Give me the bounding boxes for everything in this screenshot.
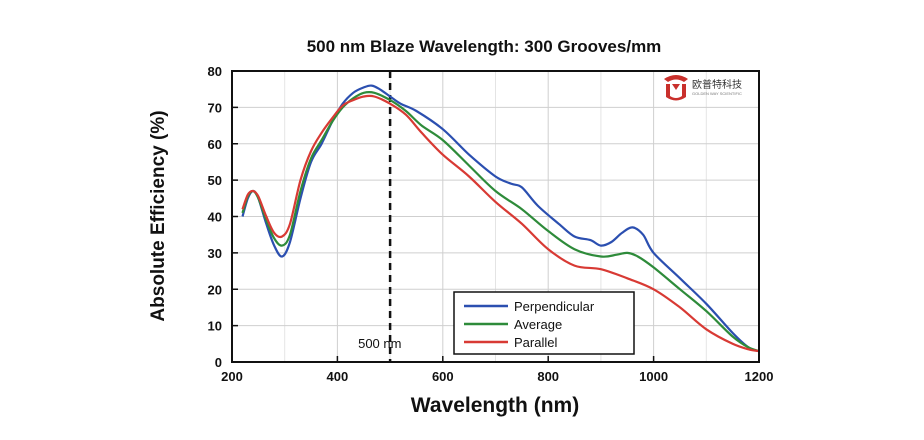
y-axis-title: Absolute Efficiency (%): [148, 110, 169, 321]
y-tick-label: 0: [215, 355, 222, 370]
x-tick-label: 1000: [639, 369, 668, 384]
x-tick-label: 800: [537, 369, 559, 384]
y-tick-label: 40: [208, 210, 222, 225]
legend-label-parallel: Parallel: [514, 335, 557, 350]
logo-text-cn: 欧普特科技: [692, 78, 742, 91]
logo-mark-icon: [664, 75, 688, 101]
legend-label-perpendicular: Perpendicular: [514, 299, 595, 314]
series-line-perpendicular: [241, 84, 760, 353]
y-tick-label: 20: [208, 282, 222, 297]
legend-label-average: Average: [514, 317, 562, 332]
logo-text-en: GOLDEN WAY SCIENTIFIC: [692, 91, 742, 96]
y-tick-label: 50: [208, 173, 222, 188]
x-tick-label: 1200: [745, 369, 774, 384]
axis-ticks: 200 400 600 800 1000 1200 0 10 20 30 40 50 60 70 80: [208, 64, 774, 384]
x-tick-label: 400: [327, 369, 349, 384]
y-tick-label: 70: [208, 100, 222, 115]
x-tick-label: 200: [221, 369, 243, 384]
y-tick-label: 60: [208, 137, 222, 152]
series-line-parallel: [241, 94, 760, 353]
y-tick-label: 10: [208, 319, 222, 334]
y-tick-label: 30: [208, 246, 222, 261]
x-tick-label: 600: [432, 369, 454, 384]
legend: Perpendicular Average Parallel: [453, 291, 635, 355]
reference-line-label: 500 nm: [358, 336, 401, 351]
company-logo: 欧普特科技 GOLDEN WAY SCIENTIFIC: [664, 75, 742, 101]
reference-line: 500 nm: [358, 71, 401, 362]
x-axis-title: Wavelength (nm): [411, 394, 579, 417]
series-group: [241, 84, 760, 353]
y-tick-label: 80: [208, 64, 222, 79]
series-line-average: [241, 90, 760, 353]
chart-title: 500 nm Blaze Wavelength: 300 Grooves/mm: [307, 37, 662, 56]
